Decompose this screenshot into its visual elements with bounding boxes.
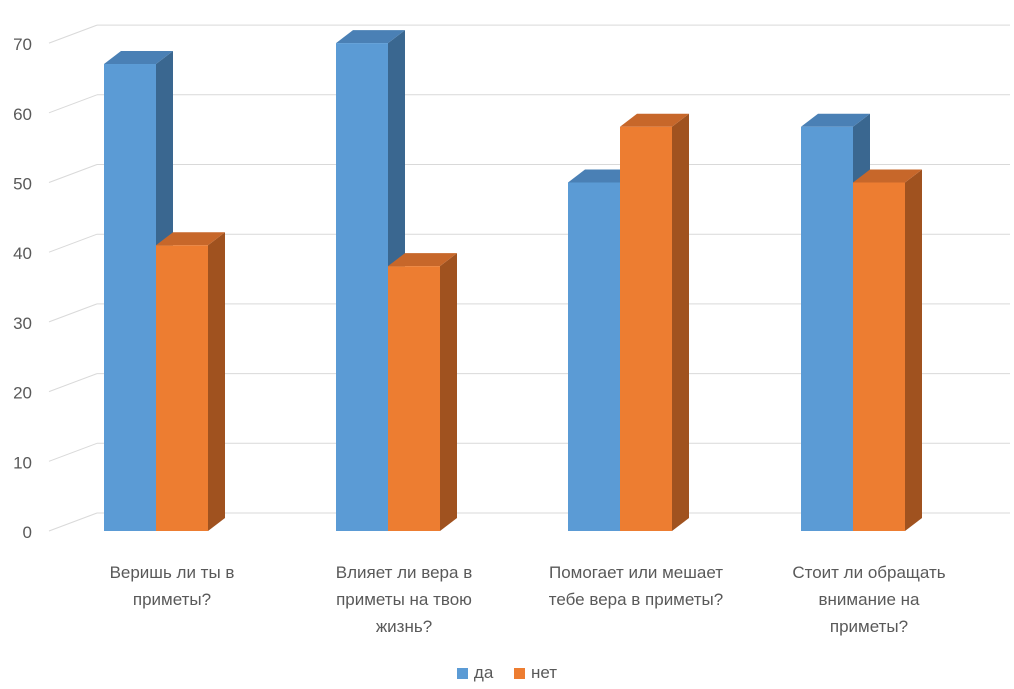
bar-top (156, 232, 225, 246)
legend-swatch-net (514, 667, 526, 679)
y-tick-label: 30 (13, 314, 32, 333)
gridline-depth (48, 164, 98, 183)
gridline-depth (48, 373, 98, 393)
y-tick-label: 40 (13, 244, 32, 263)
legend-item-net: нет (514, 663, 557, 683)
y-tick-label: 70 (13, 35, 32, 54)
gridline-depth (48, 94, 98, 114)
bar-top (388, 253, 457, 267)
y-tick-label: 20 (13, 384, 32, 403)
bar (801, 126, 853, 532)
gridline-depth (48, 303, 98, 323)
x-tick-label: тебе вера в приметы? (549, 590, 723, 609)
x-tick-label: приметы на твою (336, 590, 472, 609)
legend-swatch-da (456, 667, 468, 679)
bar-side (672, 113, 689, 532)
bar (853, 182, 905, 531)
x-tick-label: Влияет ли вера в (336, 563, 472, 582)
bar-top (336, 30, 405, 44)
y-tick-label: 0 (23, 523, 32, 542)
bar-side (208, 232, 225, 532)
bar-side (440, 253, 457, 531)
x-tick-label: Веришь ли ты в (110, 563, 235, 582)
x-tick-label: жизнь? (376, 617, 432, 636)
bar-top (104, 51, 173, 65)
y-tick-label: 10 (13, 453, 32, 472)
bar (336, 43, 388, 531)
bar (156, 245, 208, 532)
legend: да нет (0, 663, 1014, 684)
bar (388, 266, 440, 531)
legend-label-da: да (473, 663, 494, 682)
bar (568, 182, 620, 531)
gridline-depth (48, 512, 98, 532)
bar-top (620, 113, 689, 127)
bar-top (568, 169, 637, 183)
x-tick-label: приметы? (133, 590, 211, 609)
legend-label-net: нет (531, 663, 558, 682)
y-tick-label: 50 (13, 175, 32, 194)
gridline-depth (48, 233, 98, 253)
x-tick-label: внимание на (819, 590, 921, 609)
x-tick-label: приметы? (830, 617, 908, 636)
legend-item-da: да (456, 663, 494, 683)
bar-side (905, 169, 922, 531)
bar (620, 126, 672, 532)
gridline-depth (48, 24, 98, 44)
gridline-depth (48, 442, 98, 462)
bar-top (801, 113, 870, 127)
bar (104, 64, 156, 531)
x-tick-label: Помогает или мешает (549, 563, 723, 582)
x-tick-label: Стоит ли обращать (792, 563, 945, 582)
bar-top (853, 169, 922, 183)
y-tick-label: 60 (13, 105, 32, 124)
